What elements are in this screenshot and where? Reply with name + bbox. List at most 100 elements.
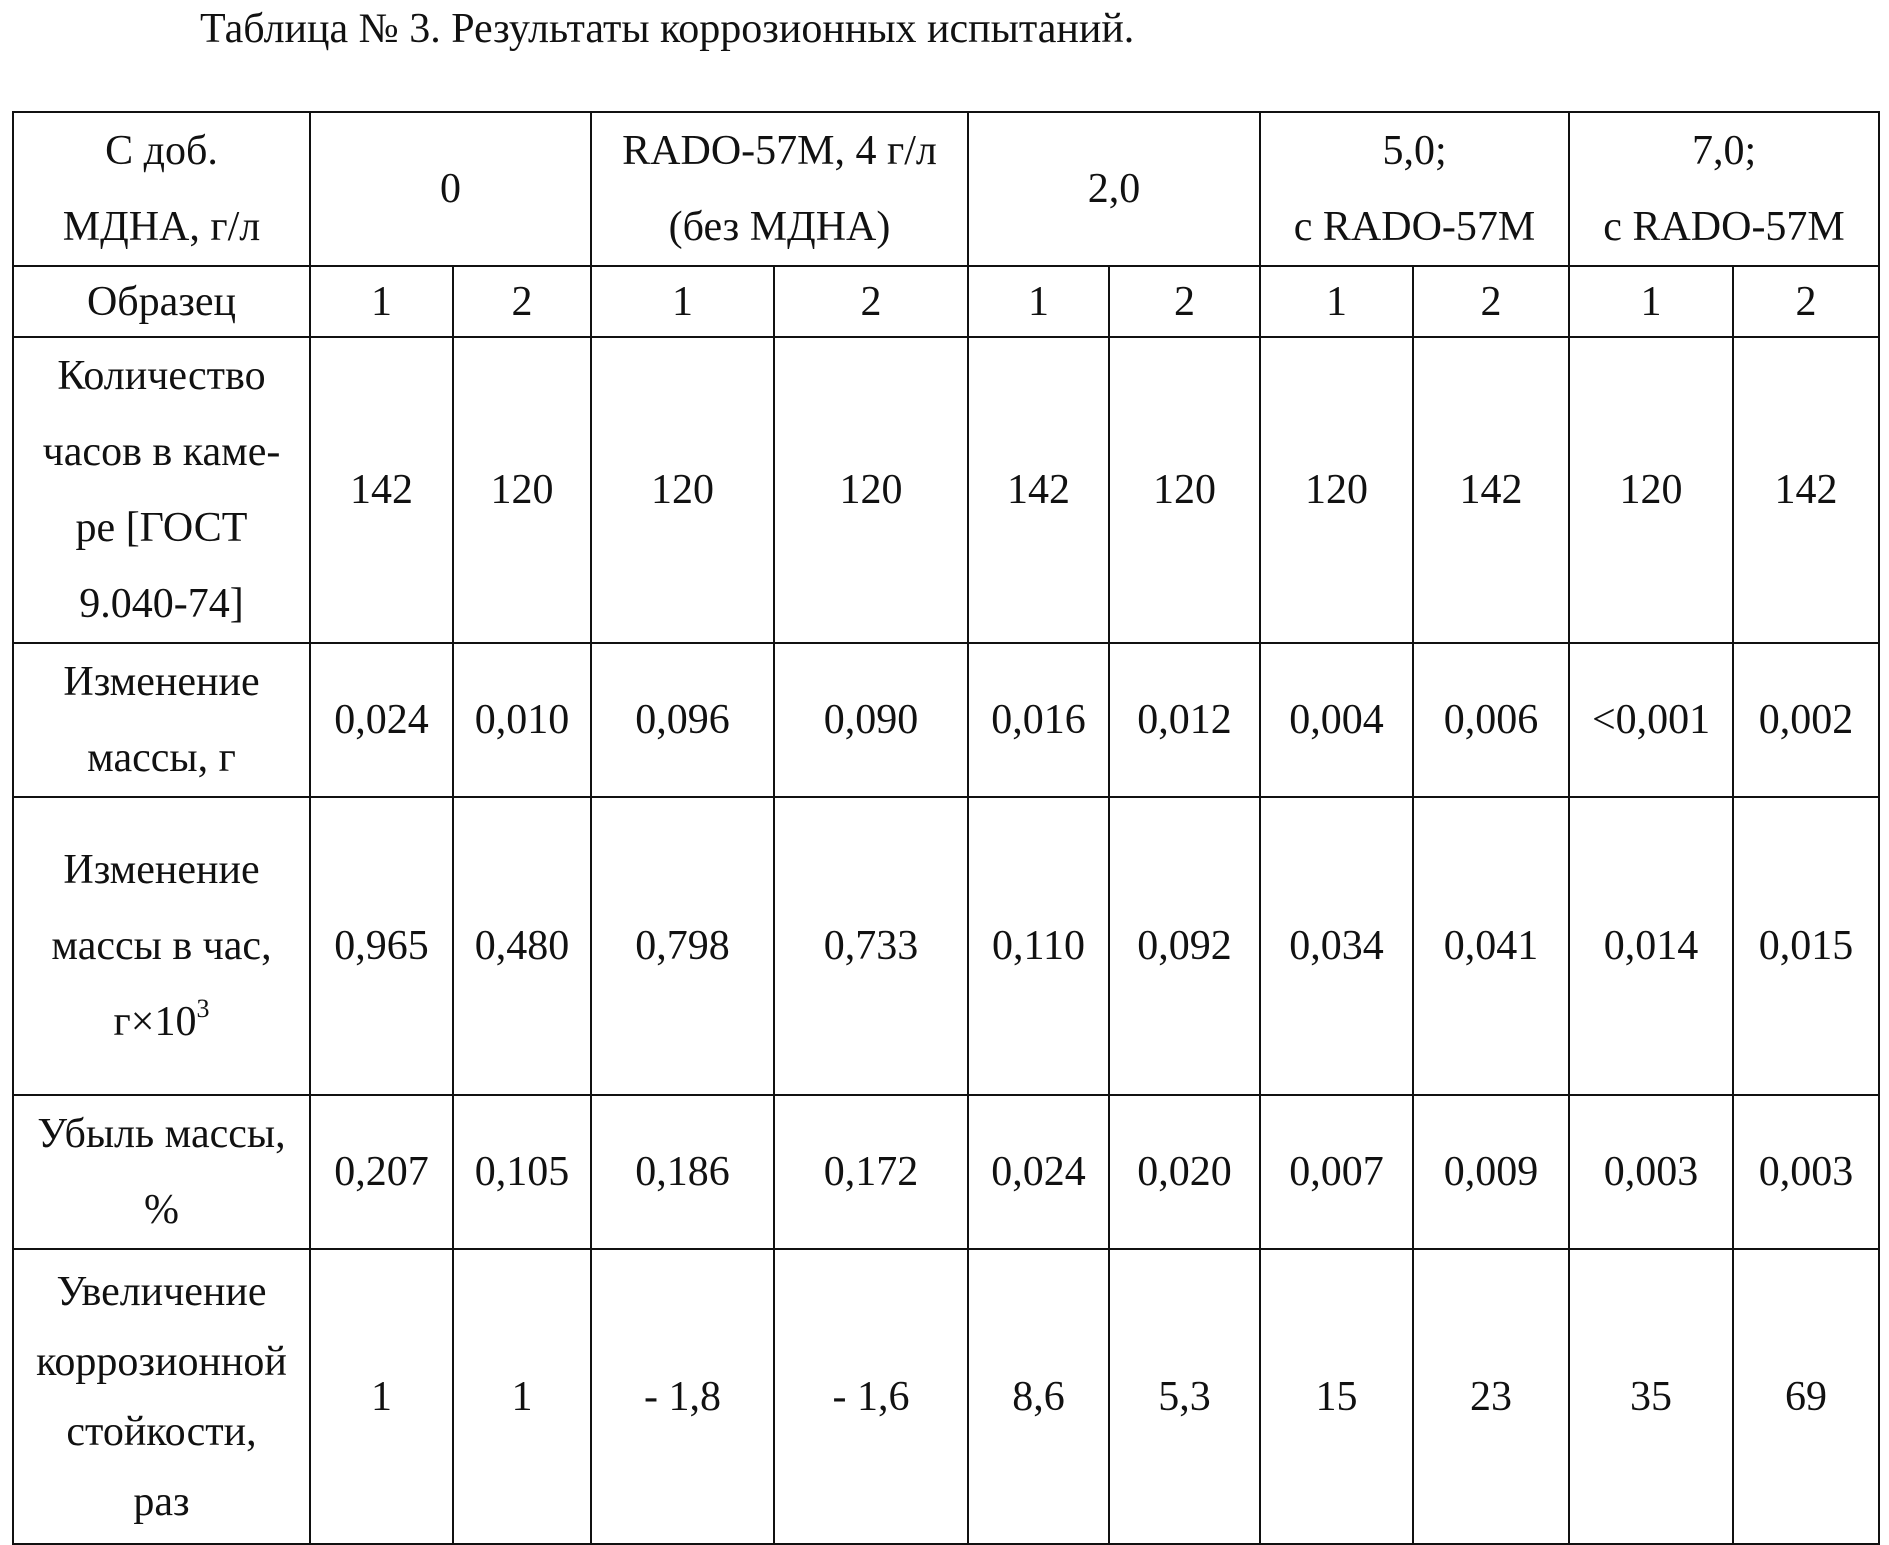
- unit-text: г×10: [113, 999, 197, 1045]
- sample-number-cell: 1: [1568, 265, 1735, 338]
- value-cell: - 1,8: [590, 1248, 775, 1545]
- sample-number-cell: 2: [1732, 265, 1881, 338]
- value-cell: 0,004: [1259, 642, 1415, 798]
- value-cell: 0,096: [590, 642, 775, 798]
- value-cell: 0,105: [452, 1094, 592, 1250]
- sample-number-cell: 1: [967, 265, 1111, 338]
- group-header-line: (без МДНА): [668, 204, 891, 250]
- row-label-line: Изменение: [63, 659, 260, 705]
- value-cell: 0,090: [772, 642, 970, 798]
- row-label: Образец: [12, 265, 311, 338]
- value-cell: 5,3: [1108, 1248, 1262, 1545]
- value-cell: 0,041: [1412, 796, 1571, 1096]
- sample-number-cell: 1: [309, 265, 454, 338]
- row-label-line: Изменение: [63, 847, 260, 893]
- value-cell: 0,172: [772, 1094, 970, 1250]
- mass-change-per-hour-row: Изменение массы в час, г×103 0,965 0,480…: [12, 796, 1881, 1096]
- value-cell: 120: [1568, 336, 1735, 644]
- mass-change-row: Изменение массы, г 0,024 0,010 0,096 0,0…: [12, 642, 1881, 798]
- row-label-unit: г×103: [18, 984, 305, 1060]
- value-cell: 0,798: [590, 796, 775, 1096]
- row-label-line: %: [144, 1187, 179, 1233]
- value-cell: 1: [452, 1248, 592, 1545]
- value-cell: 0,002: [1732, 642, 1881, 798]
- mass-loss-row: Убыль массы, % 0,207 0,105 0,186 0,172 0…: [12, 1094, 1881, 1250]
- row-label: Изменение массы, г: [12, 642, 311, 798]
- value-cell: 0,006: [1412, 642, 1571, 798]
- header-label-line: МДНА, г/л: [62, 204, 261, 250]
- row-label-line: Увеличение: [56, 1268, 267, 1315]
- value-cell: 0,020: [1108, 1094, 1262, 1250]
- value-cell: 8,6: [967, 1248, 1111, 1545]
- value-cell: 0,009: [1412, 1094, 1571, 1250]
- value-cell: 120: [1108, 336, 1262, 644]
- value-cell: 0,012: [1108, 642, 1262, 798]
- value-cell: 120: [1259, 336, 1415, 644]
- sample-number-cell: 1: [1259, 265, 1415, 338]
- value-cell: 0,034: [1259, 796, 1415, 1096]
- group-header-line: 5,0;: [1382, 128, 1447, 174]
- corrosion-results-table: С доб. МДНА, г/л 0 RADO-57М, 4 г/л (без …: [12, 111, 1881, 1545]
- header-label-cell: С доб. МДНА, г/л: [12, 111, 311, 267]
- value-cell: 0,024: [309, 642, 454, 798]
- row-label-line: массы, г: [87, 735, 236, 781]
- group-header-5-0: 5,0; с RADO-57М: [1259, 111, 1571, 267]
- value-cell: 0,016: [967, 642, 1111, 798]
- group-header-line: RADO-57М, 4 г/л: [622, 128, 937, 174]
- sample-number-cell: 1: [590, 265, 775, 338]
- value-cell: 0,003: [1732, 1094, 1881, 1250]
- row-label-line: стойкости,: [66, 1408, 257, 1455]
- value-cell: 69: [1732, 1248, 1881, 1545]
- value-cell: 0,014: [1568, 796, 1735, 1096]
- value-cell: 0,092: [1108, 796, 1262, 1096]
- table-caption: Таблица № 3. Результаты коррозионных исп…: [200, 6, 1135, 52]
- value-cell: 142: [309, 336, 454, 644]
- value-cell: 142: [1412, 336, 1571, 644]
- sample-row: Образец 1 2 1 2 1 2 1 2 1 2: [12, 265, 1881, 338]
- value-cell: 15: [1259, 1248, 1415, 1545]
- value-cell: 142: [1732, 336, 1881, 644]
- row-label: Количество часов в каме- ре [ГОСТ 9.040-…: [12, 336, 311, 644]
- sample-number-cell: 2: [1108, 265, 1262, 338]
- value-cell: 0,186: [590, 1094, 775, 1250]
- row-label-line: раз: [133, 1478, 190, 1525]
- group-header-0: 0: [309, 111, 592, 267]
- row-label: Убыль массы, %: [12, 1094, 311, 1250]
- value-cell: 23: [1412, 1248, 1571, 1545]
- value-cell: 0,733: [772, 796, 970, 1096]
- group-header-line: с RADO-57М: [1603, 204, 1845, 250]
- value-cell: 0,480: [452, 796, 592, 1096]
- value-cell: - 1,6: [772, 1248, 970, 1545]
- sample-number-cell: 2: [772, 265, 970, 338]
- row-label-line: коррозионной: [36, 1338, 287, 1385]
- value-cell: 35: [1568, 1248, 1735, 1545]
- value-cell: 142: [967, 336, 1111, 644]
- value-cell: 1: [309, 1248, 454, 1545]
- value-cell: 120: [590, 336, 775, 644]
- value-cell: 0,110: [967, 796, 1111, 1096]
- row-label-line: 9.040-74]: [79, 581, 244, 627]
- value-cell: 0,015: [1732, 796, 1881, 1096]
- group-header-line: 2,0: [1087, 166, 1141, 212]
- row-label-line: Количество: [57, 353, 266, 399]
- value-cell: <0,001: [1568, 642, 1735, 798]
- value-cell: 0,003: [1568, 1094, 1735, 1250]
- value-cell: 0,024: [967, 1094, 1111, 1250]
- group-header-rado: RADO-57М, 4 г/л (без МДНА): [589, 111, 970, 267]
- row-label-line: часов в каме-: [42, 429, 281, 475]
- value-cell: 0,965: [309, 796, 454, 1096]
- value-cell: 120: [772, 336, 970, 644]
- value-cell: 120: [452, 336, 592, 644]
- group-header-7-0: 7,0; с RADO-57М: [1568, 111, 1881, 267]
- row-label: Увеличение коррозионной стойкости, раз: [12, 1248, 311, 1545]
- row-label-line: массы в час,: [51, 923, 272, 969]
- group-header-2-0: 2,0: [967, 111, 1262, 267]
- group-header-line: с RADO-57М: [1293, 204, 1536, 250]
- value-cell: 0,010: [452, 642, 592, 798]
- hours-row: Количество часов в каме- ре [ГОСТ 9.040-…: [12, 336, 1881, 644]
- header-row: С доб. МДНА, г/л 0 RADO-57М, 4 г/л (без …: [12, 111, 1881, 267]
- header-label-line: С доб.: [105, 128, 218, 174]
- value-cell: 0,007: [1259, 1094, 1415, 1250]
- group-header-line: 0: [440, 166, 461, 212]
- group-header-line: 7,0;: [1691, 128, 1757, 174]
